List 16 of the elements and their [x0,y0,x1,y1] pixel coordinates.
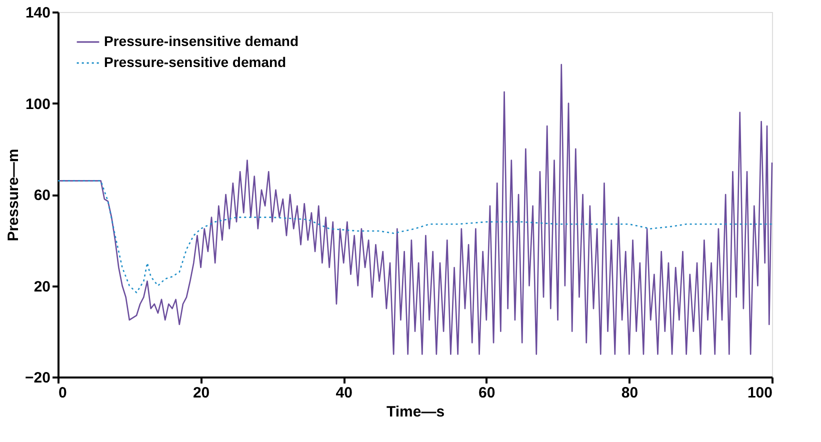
x-tick-label: 20 [192,384,210,402]
y-tick-label: 60 [34,187,50,204]
x-tick-label: 0 [58,384,67,402]
y-tick-label: −20 [25,370,50,386]
legend-label: Pressure-sensitive demand [104,54,286,70]
x-tick-label: 100 [747,384,772,402]
x-tick-label: 40 [336,384,352,402]
y-tick-label: 100 [25,96,50,113]
legend-label: Pressure-insensitive demand [104,33,299,49]
line-series [57,180,773,294]
y-tick-label: 140 [25,4,50,22]
y-axis-title: Pressure—m [5,148,22,242]
x-tick-label: 80 [621,384,638,402]
x-tick-label: 60 [478,384,496,402]
x-axis-title: Time—s [386,404,445,420]
y-tick-label: 20 [34,278,50,296]
